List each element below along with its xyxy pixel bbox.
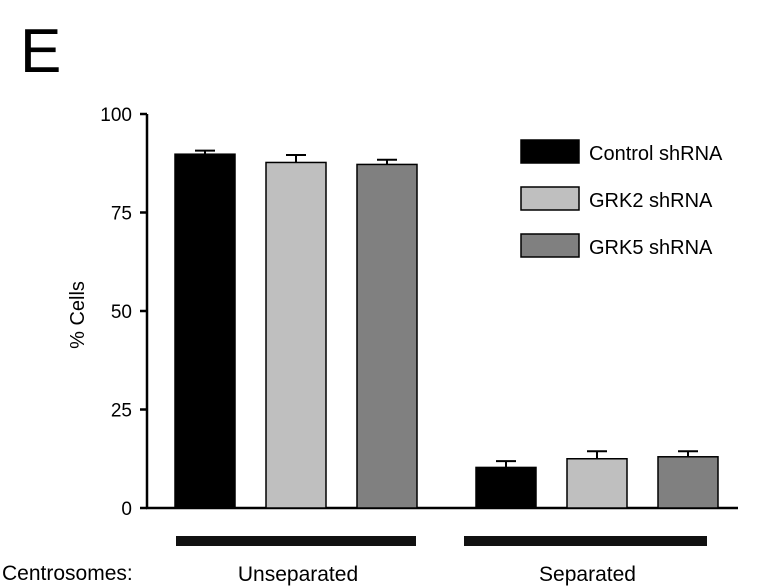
bar-grk5-shrna-unseparated — [356, 163, 418, 509]
legend-swatch — [520, 186, 580, 211]
category-label: Separated — [539, 563, 636, 586]
bar-grk2-shrna-separated — [566, 458, 628, 509]
y-ticks: 0 25 50 75 100 — [100, 105, 147, 520]
legend-label: GRK5 shRNA — [589, 237, 713, 259]
panel-letter: E — [20, 17, 61, 86]
y-tick-label: 25 — [111, 401, 132, 422]
category-bracket — [176, 536, 416, 546]
category-bracket — [464, 536, 707, 546]
bar-grk5-shrna-separated — [657, 456, 719, 509]
y-tick-label: 100 — [100, 105, 132, 126]
legend-label: GRK2 shRNA — [589, 190, 713, 212]
legend: Control shRNA GRK2 shRNA GRK5 shRNA — [520, 139, 723, 259]
bar-control-shrna-separated — [475, 466, 537, 509]
bar-grk2-shrna-unseparated — [265, 161, 327, 509]
bars — [174, 153, 719, 509]
category-label: Unseparated — [238, 563, 358, 586]
legend-label: Control shRNA — [589, 143, 723, 165]
error-bars — [195, 149, 698, 468]
legend-swatch — [520, 139, 580, 164]
category-groups: Unseparated Separated — [176, 536, 707, 586]
y-tick-label: 50 — [111, 302, 132, 323]
y-tick-label: 75 — [111, 204, 132, 225]
category-row-label: Centrosomes: — [2, 562, 133, 585]
bar-control-shrna-unseparated — [174, 153, 236, 509]
y-tick-label: 0 — [121, 499, 132, 520]
legend-swatch — [520, 233, 580, 258]
y-axis-title: % Cells — [67, 281, 89, 349]
